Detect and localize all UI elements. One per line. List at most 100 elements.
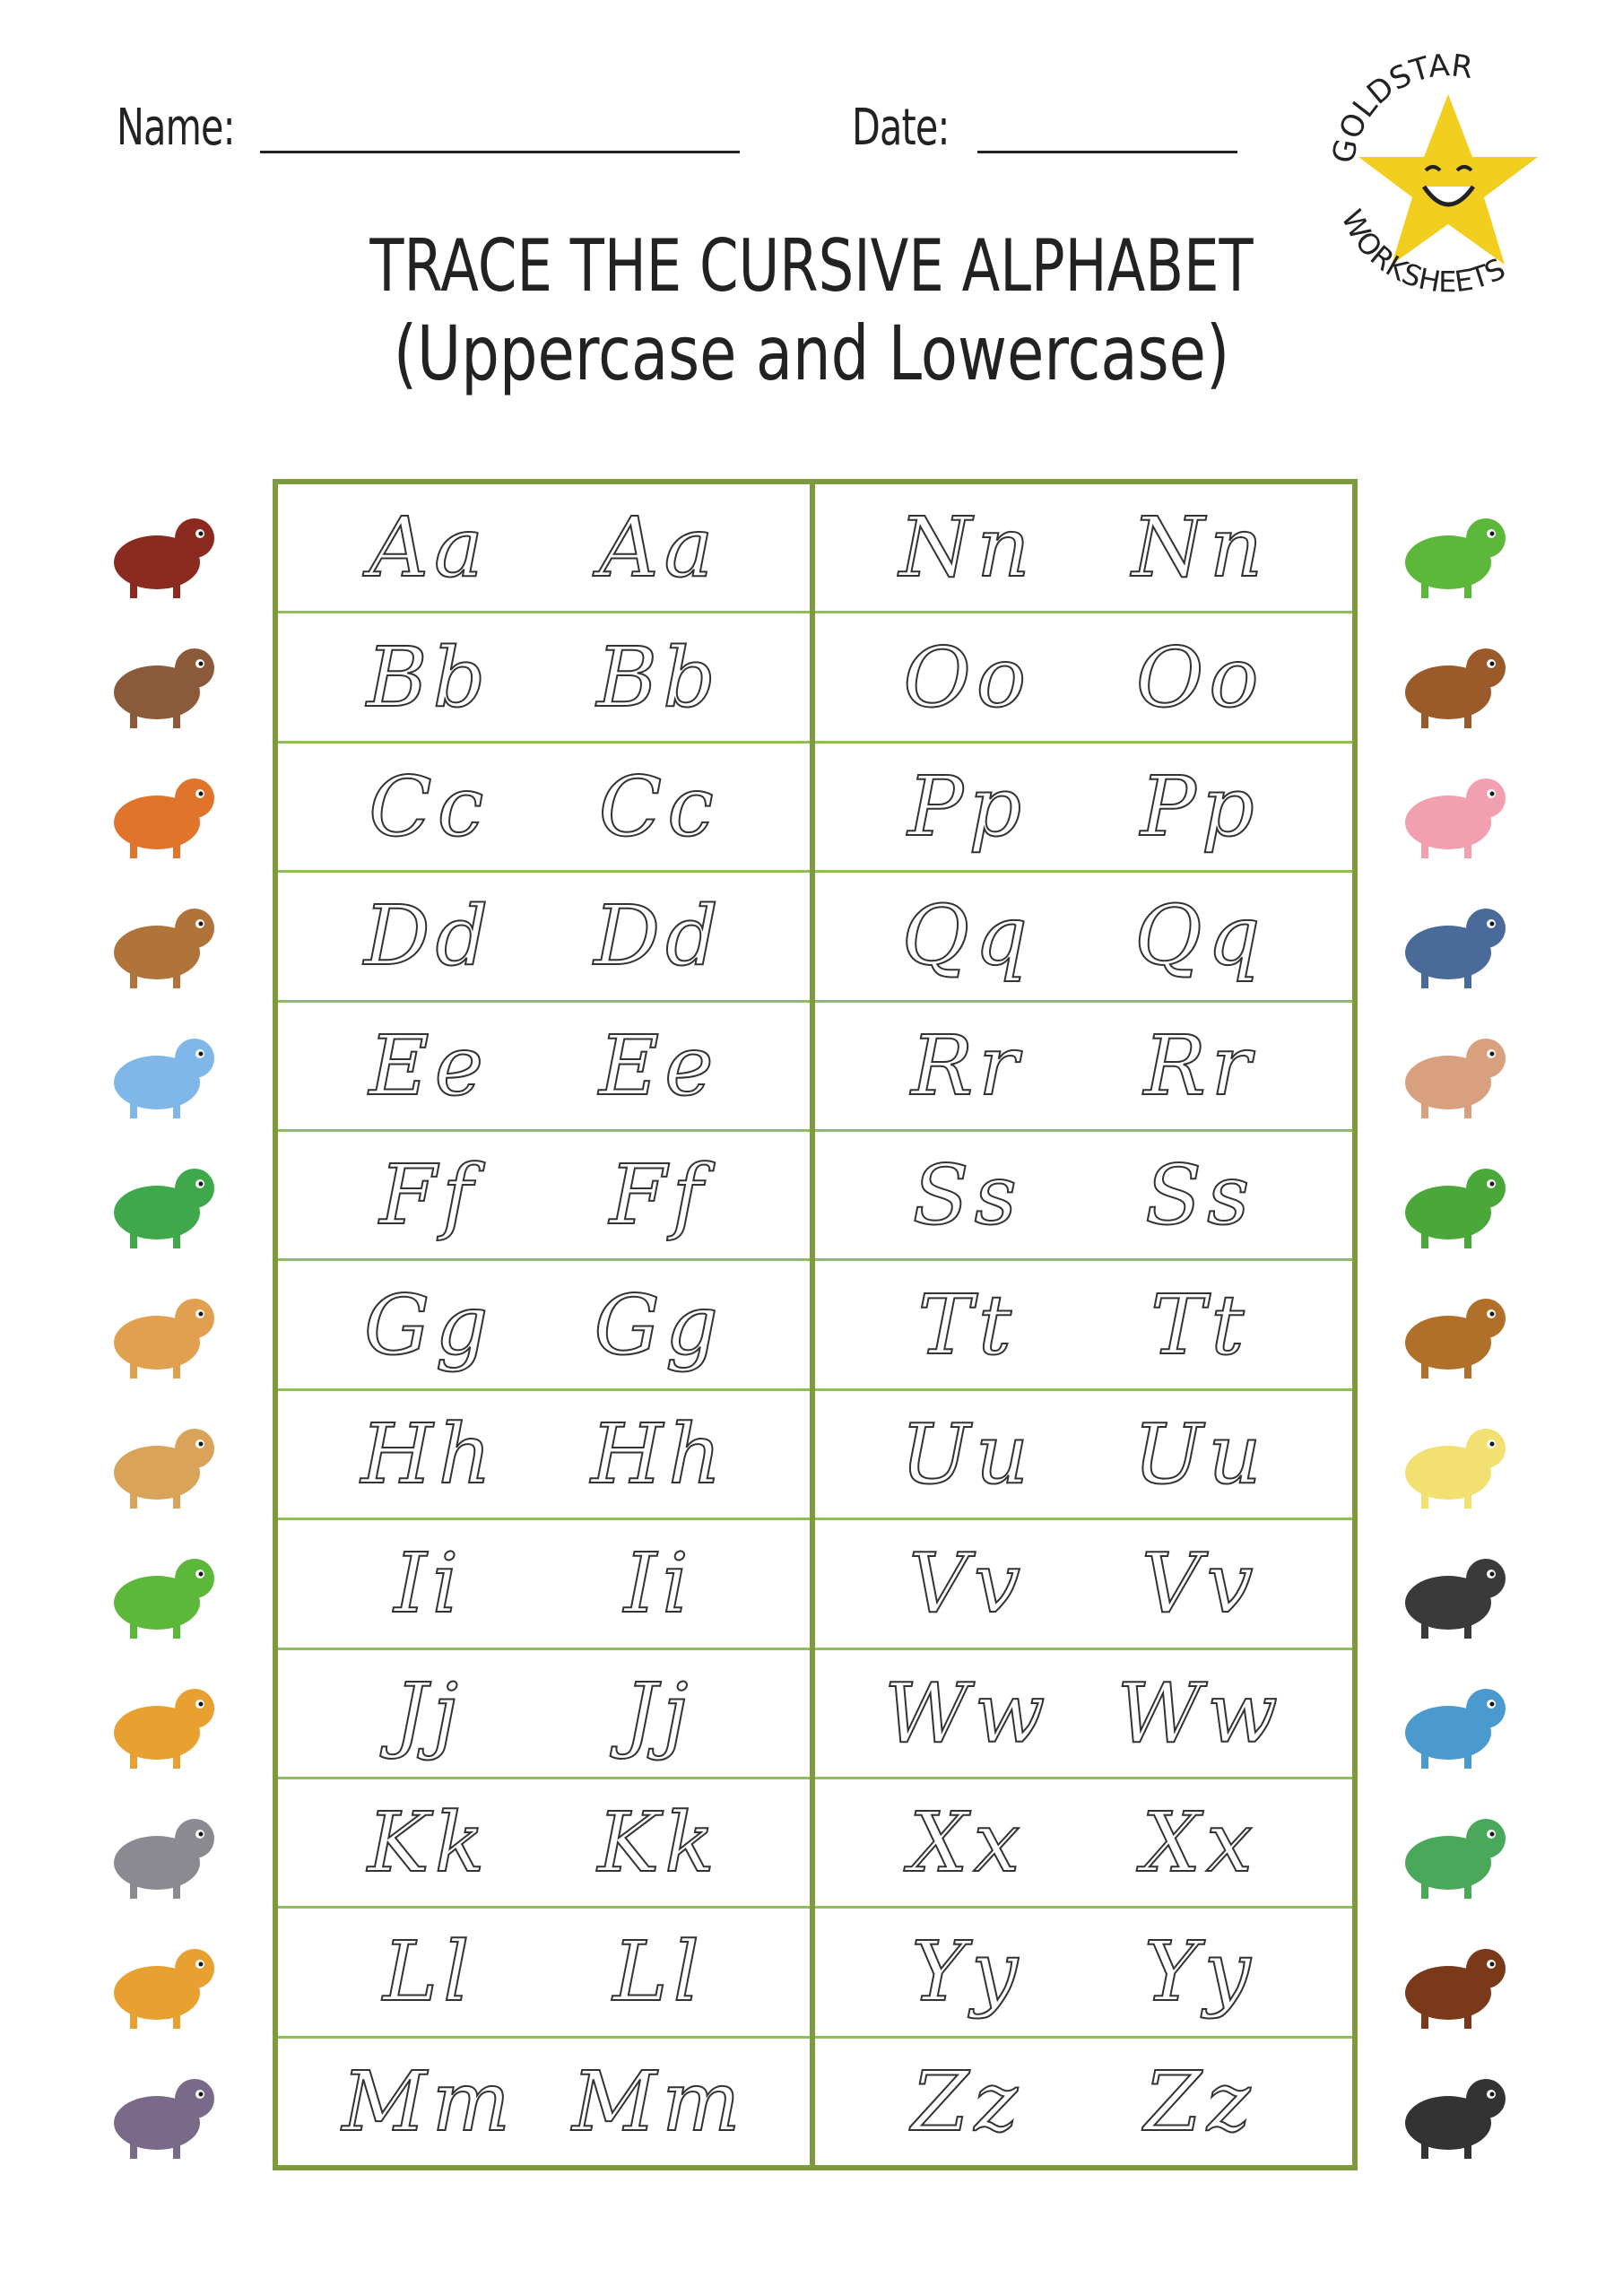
- name-label: Name:: [117, 99, 236, 157]
- trace-letters[interactable]: Rr: [910, 1017, 1023, 1115]
- uppercase-letter: A: [369, 499, 435, 596]
- lowercase-letter: y: [1203, 1923, 1256, 2021]
- trace-letters[interactable]: Mm: [342, 2053, 516, 2151]
- uppercase-letter: I: [623, 1535, 663, 1632]
- trace-letters[interactable]: Ww: [883, 1665, 1050, 1762]
- trace-letters[interactable]: Nn: [898, 499, 1036, 596]
- trace-letters[interactable]: Bb: [595, 629, 721, 726]
- trace-letters[interactable]: Xx: [1141, 1794, 1258, 1892]
- trace-letters[interactable]: Ll: [612, 1923, 705, 2021]
- uppercase-letter: Z: [1143, 2053, 1207, 2151]
- rabbit-icon: [1405, 1039, 1506, 1118]
- horse-icon: [114, 1429, 214, 1509]
- lowercase-letter: i: [661, 1535, 694, 1632]
- uppercase-letter: Z: [911, 2053, 975, 2151]
- trace-letters[interactable]: Ii: [623, 1535, 694, 1632]
- trace-letters[interactable]: Jj: [623, 1665, 693, 1762]
- letter-row-a: Aa Aa: [278, 484, 810, 614]
- letter-row-m: Mm Mm: [278, 2039, 810, 2165]
- trace-letters[interactable]: Cc: [598, 758, 719, 856]
- trace-letters[interactable]: Uu: [1133, 1405, 1267, 1503]
- name-field[interactable]: [260, 151, 740, 153]
- trace-letters[interactable]: Kk: [367, 1794, 490, 1892]
- lowercase-letter: z: [973, 2053, 1023, 2151]
- letter-row-j: Jj Jj: [278, 1650, 810, 1779]
- uppercase-letter: C: [598, 758, 668, 856]
- trace-letters[interactable]: Kk: [597, 1794, 720, 1892]
- uppercase-letter: T: [917, 1276, 978, 1374]
- letter-row-g: Gg Gg: [278, 1261, 810, 1391]
- trace-letters[interactable]: Cc: [368, 758, 489, 856]
- trace-letters[interactable]: Ff: [378, 1146, 478, 1244]
- trace-letters[interactable]: Yy: [1143, 1923, 1256, 2021]
- trace-letters[interactable]: Ff: [609, 1146, 708, 1244]
- trace-letters[interactable]: Dd: [593, 887, 724, 985]
- lowercase-letter: v: [1205, 1535, 1259, 1632]
- lion-icon: [114, 1949, 214, 2029]
- lowercase-letter: e: [664, 1017, 719, 1115]
- lowercase-letter: a: [433, 499, 489, 596]
- uppercase-letter: R: [1143, 1017, 1211, 1115]
- trace-letters[interactable]: Pp: [1140, 758, 1260, 856]
- letter-row-v: Vv Vv: [815, 1520, 1352, 1650]
- trace-letters[interactable]: Tt: [1150, 1276, 1249, 1374]
- trace-letters[interactable]: Gg: [594, 1276, 724, 1374]
- newt-lizard-icon: [1405, 518, 1506, 598]
- letter-row-d: Dd Dd: [278, 873, 810, 1003]
- uppercase-letter: C: [368, 758, 438, 856]
- trace-letters[interactable]: Gg: [363, 1276, 494, 1374]
- hummingbird-icon: [1405, 1819, 1506, 1899]
- lowercase-letter: i: [431, 1535, 464, 1632]
- lowercase-letter: k: [664, 1794, 720, 1892]
- trace-letters[interactable]: Zz: [1143, 2053, 1255, 2151]
- lowercase-letter: g: [435, 1276, 494, 1374]
- uppercase-letter: J: [394, 1665, 433, 1762]
- trace-letters[interactable]: Ll: [382, 1923, 475, 2021]
- lowercase-letter: f: [672, 1146, 708, 1244]
- trace-letters[interactable]: Oo: [1135, 629, 1264, 726]
- trace-letters[interactable]: Zz: [911, 2053, 1023, 2151]
- trace-letters[interactable]: Tt: [917, 1276, 1017, 1374]
- trace-letters[interactable]: Hh: [360, 1405, 498, 1503]
- uppercase-letter: G: [363, 1276, 436, 1374]
- trace-letters[interactable]: Bb: [366, 629, 491, 726]
- trace-letters[interactable]: Hh: [590, 1405, 727, 1503]
- trace-letters[interactable]: Xx: [908, 1794, 1025, 1892]
- lowercase-letter: n: [976, 499, 1036, 596]
- letter-row-y: Yy Yy: [815, 1909, 1352, 2039]
- lowercase-letter: h: [667, 1405, 727, 1503]
- trace-letters[interactable]: Vv: [908, 1535, 1026, 1632]
- uppercase-letter: V: [1141, 1535, 1207, 1632]
- trace-letters[interactable]: Ww: [1116, 1665, 1283, 1762]
- trace-letters[interactable]: Pp: [907, 758, 1027, 856]
- trace-letters[interactable]: Rr: [1143, 1017, 1256, 1115]
- trace-letters[interactable]: Mm: [571, 2053, 745, 2151]
- trace-letters[interactable]: Ee: [368, 1017, 489, 1115]
- letter-row-p: Pp Pp: [815, 744, 1352, 874]
- snake-icon: [1405, 1169, 1506, 1248]
- trace-letters[interactable]: Oo: [902, 629, 1031, 726]
- uppercase-letter: I: [393, 1535, 432, 1632]
- frog-icon: [114, 1169, 214, 1248]
- trace-letters[interactable]: Qq: [901, 887, 1033, 985]
- letter-row-z: Zz Zz: [815, 2039, 1352, 2165]
- uppercase-letter: K: [597, 1794, 665, 1892]
- trace-letters[interactable]: Ee: [598, 1017, 719, 1115]
- trace-letters[interactable]: Ss: [1144, 1146, 1254, 1244]
- trace-letters[interactable]: Jj: [394, 1665, 464, 1762]
- trace-letters[interactable]: Yy: [910, 1923, 1023, 2021]
- trace-letters[interactable]: Ss: [912, 1146, 1022, 1244]
- trace-letters[interactable]: Ii: [393, 1535, 464, 1632]
- lowercase-letter: l: [442, 1923, 475, 2021]
- trace-letters[interactable]: Vv: [1141, 1535, 1259, 1632]
- trace-letters[interactable]: Dd: [363, 887, 494, 985]
- page-subtitle: (Uppercase and Lowercase): [393, 309, 1230, 397]
- trace-letters[interactable]: Uu: [899, 1405, 1034, 1503]
- star-icon: [1358, 94, 1538, 265]
- trace-letters[interactable]: Nn: [1131, 499, 1268, 596]
- date-field[interactable]: [977, 151, 1237, 153]
- trace-letters[interactable]: Aa: [598, 499, 718, 596]
- trace-letters[interactable]: Aa: [369, 499, 489, 596]
- trace-letters[interactable]: Qq: [1133, 887, 1265, 985]
- uppercase-letter: X: [1141, 1794, 1207, 1892]
